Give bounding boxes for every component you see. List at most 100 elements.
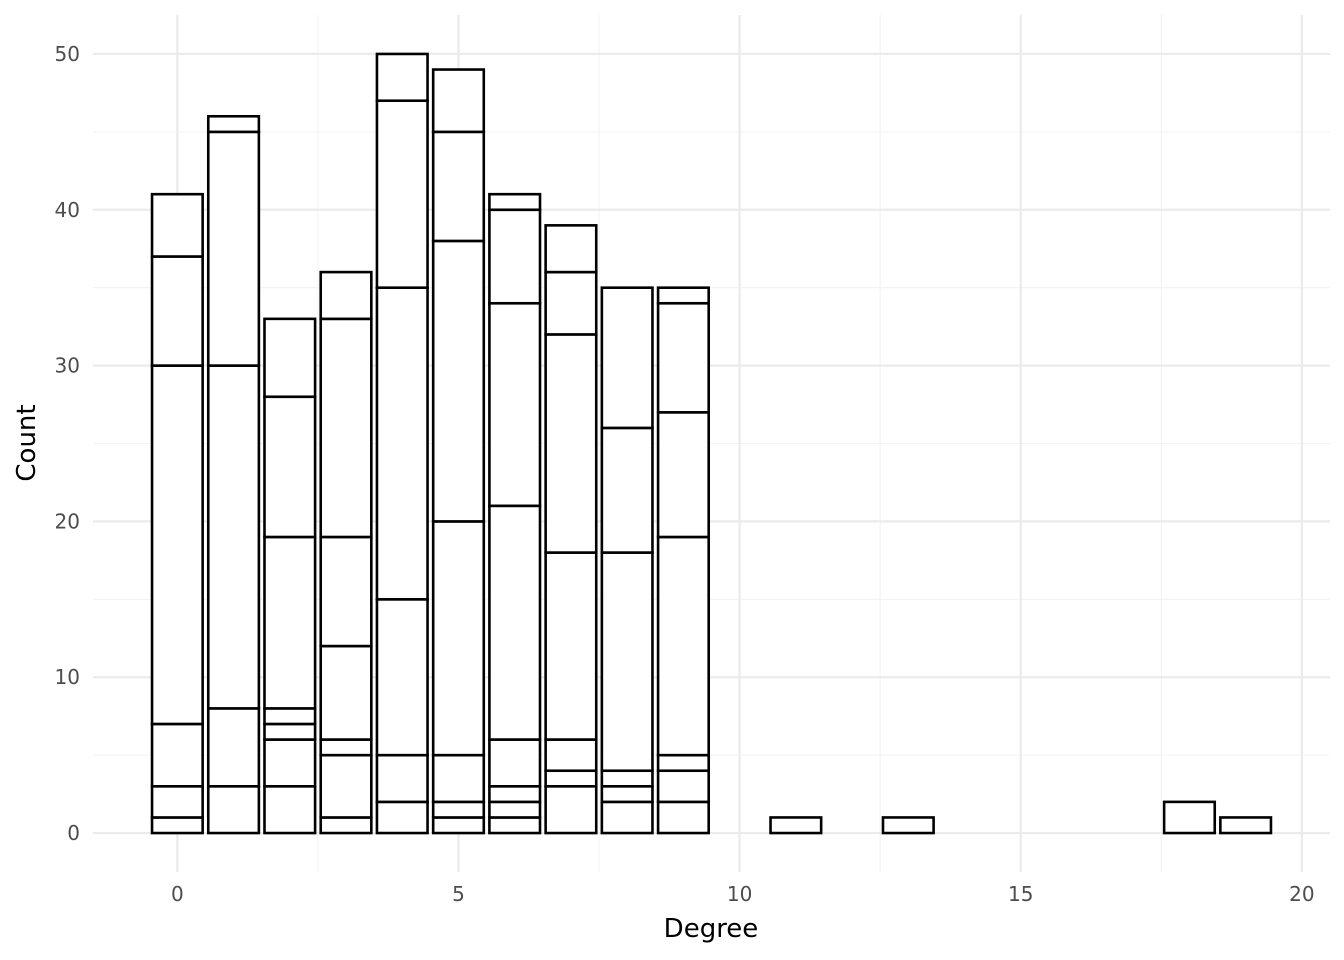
- bar-stack: [600, 286, 654, 835]
- bar-segment: [488, 800, 542, 819]
- bar-segment: [319, 644, 373, 741]
- bar-stack: [319, 270, 373, 835]
- y-tick-labels: 0 10 20 30 40 50: [55, 42, 80, 845]
- bar-stack: [1219, 816, 1273, 835]
- bar-stack: [375, 52, 429, 835]
- bar-segment: [150, 255, 204, 367]
- bar-segment: [1162, 800, 1217, 835]
- bar-segment: [769, 816, 823, 835]
- bar-segment: [1219, 816, 1273, 835]
- bar-segment: [431, 753, 486, 804]
- bar-stack: [263, 317, 317, 835]
- bar-segment: [431, 816, 486, 835]
- bar-segment: [263, 738, 317, 788]
- bar-segment: [544, 333, 598, 554]
- bar-segment: [319, 753, 373, 819]
- bar-segment: [544, 769, 598, 788]
- bar-segment: [600, 769, 654, 788]
- bar-segment: [431, 520, 486, 757]
- bar-segment: [488, 192, 542, 212]
- bar-segment: [263, 707, 317, 726]
- bar-segment: [488, 738, 542, 788]
- bar-segment: [600, 800, 654, 835]
- bar-segment: [431, 68, 486, 134]
- bar-segment: [656, 301, 710, 414]
- bar-segment: [150, 192, 204, 258]
- bar-segment: [263, 784, 317, 835]
- bar-segment: [600, 784, 654, 804]
- bar-segment: [150, 816, 204, 835]
- bar-segment: [375, 52, 429, 102]
- bar-segment: [263, 535, 317, 710]
- bar-segment: [263, 317, 317, 399]
- bar-segment: [656, 535, 710, 757]
- x-tick-label: 10: [727, 882, 752, 906]
- bar-segment: [544, 784, 598, 835]
- bar-segment: [206, 364, 261, 710]
- bar-stack: [206, 114, 261, 835]
- x-tick-label: 15: [1008, 882, 1033, 906]
- bars: [150, 52, 1273, 835]
- bar-segment: [206, 114, 261, 134]
- bar-stack: [544, 224, 598, 835]
- bar-segment: [544, 270, 598, 336]
- bar-segment: [600, 551, 654, 773]
- bar-segment: [263, 722, 317, 741]
- bar-segment: [656, 286, 710, 305]
- y-tick-label: 0: [67, 821, 80, 845]
- bar-segment: [319, 535, 373, 648]
- bar-segment: [319, 317, 373, 539]
- bar-stack: [1162, 800, 1217, 835]
- bar-segment: [881, 816, 935, 835]
- bar-segment: [375, 99, 429, 289]
- bar-segment: [375, 753, 429, 804]
- bar-segment: [544, 738, 598, 773]
- bar-segment: [488, 816, 542, 835]
- x-axis-title: Degree: [664, 914, 759, 944]
- bar-segment: [600, 426, 654, 554]
- y-tick-label: 50: [55, 42, 80, 66]
- bar-segment: [431, 239, 486, 523]
- x-tick-labels: 0 5 10 15 20: [171, 882, 1315, 906]
- bar-stack: [881, 816, 935, 835]
- bar-segment: [600, 286, 654, 430]
- bar-segment: [150, 722, 204, 788]
- bar-segment: [150, 784, 204, 819]
- bar-segment: [656, 800, 710, 835]
- y-tick-label: 30: [55, 354, 80, 378]
- bar-segment: [375, 286, 429, 601]
- x-tick-label: 20: [1289, 882, 1314, 906]
- y-axis-title: Count: [12, 404, 42, 481]
- bar-segment: [656, 411, 710, 539]
- bar-segment: [488, 784, 542, 804]
- bar-segment: [319, 270, 373, 321]
- x-tick-label: 5: [452, 882, 465, 906]
- bar-segment: [488, 504, 542, 741]
- bar-stack: [488, 192, 542, 835]
- bar-segment: [544, 224, 598, 274]
- y-tick-label: 40: [55, 198, 80, 222]
- bar-segment: [263, 395, 317, 539]
- bar-segment: [431, 130, 486, 243]
- bar-stack: [656, 286, 710, 835]
- bar-segment: [656, 753, 710, 773]
- bar-segment: [375, 598, 429, 757]
- bar-segment: [319, 738, 373, 757]
- bar-segment: [319, 816, 373, 835]
- bar-stack: [431, 68, 486, 835]
- y-tick-label: 10: [55, 665, 80, 689]
- bar-segment: [656, 769, 710, 804]
- bar-segment: [488, 301, 542, 508]
- bar-stack: [769, 816, 823, 835]
- bar-segment: [206, 130, 261, 367]
- bar-segment: [431, 800, 486, 819]
- bar-segment: [544, 551, 598, 741]
- y-tick-label: 20: [55, 509, 80, 533]
- bar-segment: [150, 364, 204, 726]
- bar-segment: [206, 784, 261, 835]
- bar-segment: [488, 208, 542, 305]
- x-tick-label: 0: [171, 882, 184, 906]
- bar-segment: [375, 800, 429, 835]
